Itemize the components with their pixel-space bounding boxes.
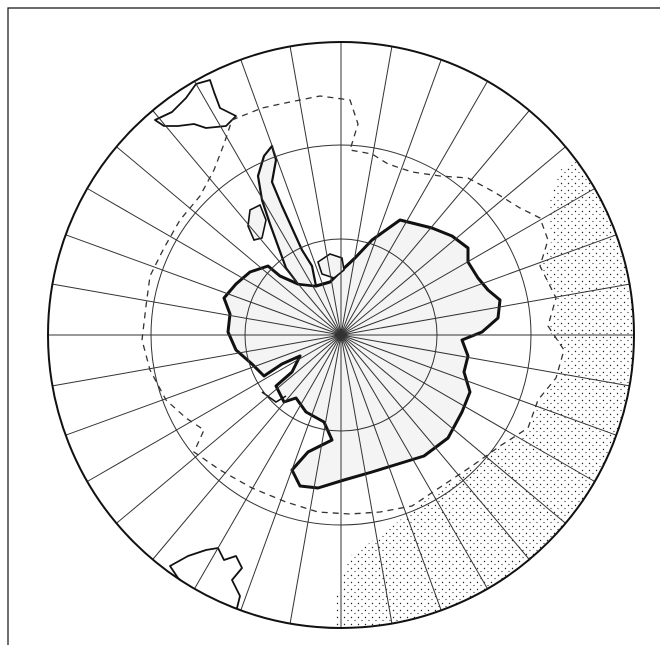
meridian-line (152, 334, 342, 560)
meridian-line (194, 81, 342, 336)
figure-frame (7, 7, 660, 645)
meridian-line (116, 146, 342, 336)
south-america-tip (154, 79, 237, 129)
meridian-line (289, 334, 342, 624)
meridian-line (52, 283, 342, 336)
map-boundary-circle (47, 41, 635, 629)
meridian-line (340, 334, 630, 387)
meridian-line (340, 188, 595, 336)
meridian-line (340, 81, 488, 336)
meridian-line (65, 334, 342, 436)
peninsula-island (247, 203, 267, 241)
meridian-line (240, 59, 342, 336)
ice-shelf-island (317, 253, 345, 279)
meridian-line (87, 188, 342, 336)
meridian-line (340, 46, 393, 336)
meridian-line (65, 234, 342, 336)
meridian-line (340, 59, 442, 336)
meridian-line (340, 146, 566, 336)
meridian-line (340, 334, 530, 560)
meridian-line (340, 334, 566, 524)
dashed-ice-boundary (141, 95, 565, 515)
meridian-line (340, 234, 617, 336)
meridian-line (152, 110, 342, 336)
meridian-line (240, 334, 342, 611)
graticule-meridians (48, 42, 634, 628)
meridian-line (340, 334, 488, 589)
meridian-line (340, 334, 393, 624)
meridian-line (116, 334, 342, 524)
meridian-line (340, 110, 530, 336)
meridian-line (194, 334, 342, 589)
meridian-line (340, 334, 442, 611)
antarctic-peninsula (256, 144, 318, 288)
meridian-line (340, 334, 595, 482)
meridian-line (340, 334, 617, 436)
meridian-line (289, 46, 342, 336)
meridian-line (52, 334, 342, 387)
meridian-line (340, 283, 630, 336)
meridian-line (87, 334, 342, 482)
antarctica-coastline (222, 218, 502, 490)
